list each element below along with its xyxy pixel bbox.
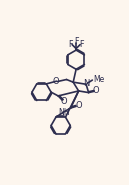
Text: F: F <box>79 40 84 49</box>
Text: NH: NH <box>58 108 70 117</box>
Text: O: O <box>60 97 67 106</box>
Text: O: O <box>53 77 59 85</box>
Text: O: O <box>75 101 82 110</box>
Text: F: F <box>74 37 78 46</box>
Text: N: N <box>83 79 90 88</box>
Text: Me: Me <box>94 75 105 84</box>
Text: F: F <box>68 40 73 49</box>
Text: O: O <box>92 86 99 95</box>
